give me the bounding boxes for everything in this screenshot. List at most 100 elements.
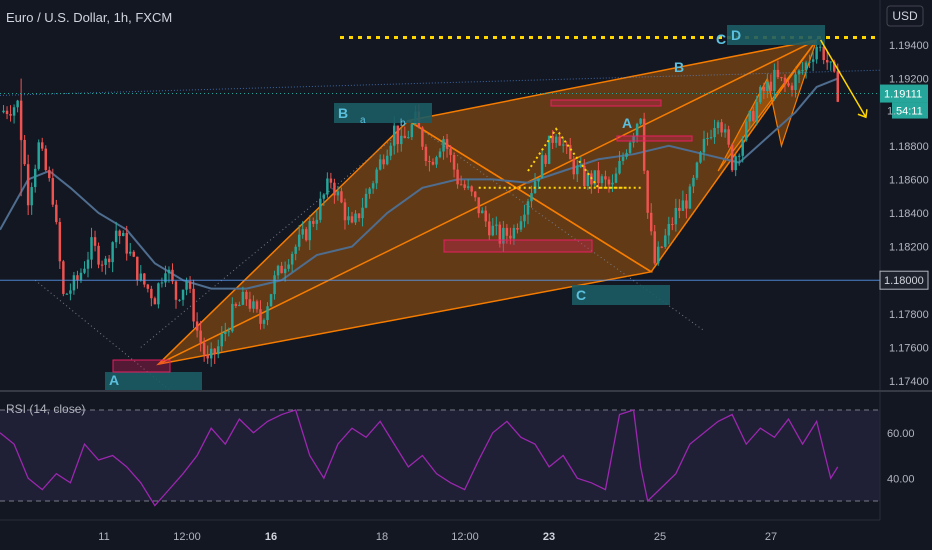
price-tick-label: 1.17800 <box>889 309 929 321</box>
candle-body <box>737 155 741 157</box>
candle-body <box>808 61 811 63</box>
candle-body <box>713 127 716 138</box>
candle-body <box>428 161 431 163</box>
candle-body <box>280 265 283 274</box>
candle-body <box>671 223 674 225</box>
candle-body <box>315 219 319 224</box>
candle-body <box>579 165 583 167</box>
candle-body <box>58 222 62 262</box>
candle-body <box>554 136 558 143</box>
candle-body <box>393 125 396 146</box>
candle-body <box>600 176 604 184</box>
candle-body <box>516 227 519 230</box>
time-axis[interactable]: 11 12:00 16 18 12:00 23 25 27 <box>98 531 777 543</box>
candle-body <box>695 162 699 178</box>
candle-body <box>273 275 276 295</box>
candle-body <box>759 86 762 103</box>
candle-body <box>762 86 766 92</box>
rsi-axis-bg <box>880 393 932 518</box>
candle-body <box>519 221 523 230</box>
candle-body <box>723 129 727 133</box>
candle-body <box>551 135 554 143</box>
pattern-point-d-label: D <box>731 27 741 43</box>
price-axis[interactable]: 1.19400 1.19200 1.18800 1.18600 1.18400 1.182… <box>879 0 932 520</box>
candle-body <box>540 155 544 179</box>
candle-body <box>818 46 822 48</box>
candle-body <box>157 283 160 305</box>
candle-body <box>523 214 526 222</box>
candle-body <box>716 122 720 128</box>
candle-body <box>30 187 33 206</box>
candle-body <box>167 269 171 274</box>
candle-body <box>776 69 780 78</box>
candle-body <box>664 235 667 247</box>
candle-body <box>688 186 692 209</box>
price-tick-label: 1.18800 <box>889 141 929 153</box>
candle-body <box>790 85 794 91</box>
candle-body <box>618 161 621 174</box>
candle-body <box>597 170 600 184</box>
candle-body <box>241 291 245 305</box>
candle-body <box>136 256 139 281</box>
price-tag-mid-partial: 1. <box>887 106 896 118</box>
candle-body <box>741 140 744 156</box>
time-tick-label: 27 <box>765 531 777 543</box>
pattern-point-a-label: A <box>109 372 119 388</box>
candle-body <box>706 137 709 139</box>
candle-body <box>639 118 642 124</box>
candle-body <box>473 191 477 198</box>
candle-body <box>224 331 227 334</box>
candle-body <box>491 225 495 236</box>
time-tick-label: 16 <box>265 531 277 543</box>
candle-body <box>202 342 206 355</box>
candle-body <box>456 169 459 185</box>
candle-body <box>586 173 590 186</box>
candle-body <box>368 188 371 194</box>
candle-body <box>685 200 688 209</box>
candle-body <box>72 275 76 291</box>
candle-body <box>773 69 776 91</box>
zone-rect <box>112 359 171 373</box>
candle-body <box>322 194 326 199</box>
candle-body <box>681 200 685 211</box>
candle-body <box>305 229 308 241</box>
candle-body <box>371 183 375 189</box>
candle-body <box>37 142 40 169</box>
moving-average-line <box>0 77 839 290</box>
candle-body <box>649 212 653 232</box>
rsi-band <box>0 410 880 501</box>
candle-body <box>139 273 143 281</box>
projection-arrow <box>819 39 867 118</box>
candle-body <box>435 157 438 165</box>
candle-body <box>111 242 114 263</box>
candle-body <box>667 223 671 236</box>
pattern-point-a-box <box>105 372 202 390</box>
candle-body <box>755 102 759 121</box>
candle-body <box>107 258 111 263</box>
candle-body <box>231 303 234 332</box>
currency-button[interactable]: USD <box>886 5 924 27</box>
candle-body <box>326 178 329 195</box>
last-price-value: 1.19111 <box>884 89 922 101</box>
projection-arrow-head <box>857 109 868 119</box>
candle-body <box>217 346 220 355</box>
rsi-pane[interactable]: RSI (14, close) 60.00 40.00 <box>0 393 932 520</box>
candle-body <box>752 111 755 121</box>
candle-body <box>375 169 378 184</box>
candle-body <box>720 122 723 133</box>
candle-body <box>129 251 132 254</box>
price-tick-label: 1.18400 <box>889 208 929 220</box>
candle-body <box>593 170 597 185</box>
pattern-layer <box>0 38 881 390</box>
candle-body <box>410 124 414 138</box>
candle-body <box>396 125 399 145</box>
candle-body <box>565 144 568 146</box>
currency-button-label: USD <box>892 9 918 23</box>
candle-body <box>512 227 516 239</box>
candle-body <box>90 237 93 260</box>
candle-body <box>488 221 491 236</box>
candle-body <box>160 282 164 284</box>
